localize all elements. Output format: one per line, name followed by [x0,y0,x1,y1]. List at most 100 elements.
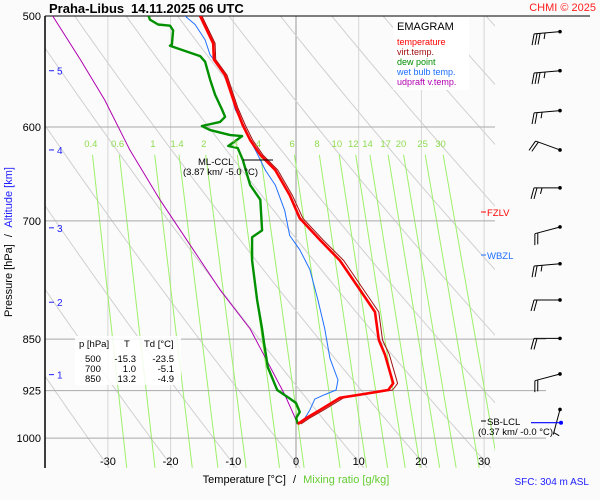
y-tick-label: 850 [23,334,41,346]
dry-adiabat-line [176,16,495,404]
mixing-ratio-line [403,154,457,468]
wind-barb [534,225,562,246]
wind-barb-half-flag [540,187,543,194]
y-tick-label: 600 [23,122,41,134]
mixing-ratio-label: 12 [348,139,359,150]
dry-adiabat-line [515,0,600,468]
mixing-ratio-label: 0.4 [84,139,97,150]
x-tick-label: -20 [163,456,179,468]
wind-barb-shaft [535,140,561,151]
series-temperature-line [198,16,395,426]
wind-barb [531,261,562,278]
table-cell: -15.3 [114,354,136,365]
wind-barb-half-flag [543,32,546,40]
table-cell: -5.1 [158,364,174,375]
dry-adiabat-line [279,16,495,271]
mixing-ratio-label: 6 [290,139,295,150]
mixing-ratio-line [369,154,421,468]
wind-barb-shaft [534,226,561,235]
table-cell: 1.0 [123,364,136,375]
altitude-tick-label: 5 [57,67,63,78]
mixing-ratio-line [338,154,389,468]
datetime-title: 14.11.2025 06 UTC [131,1,244,16]
wind-barb-flag [530,338,535,350]
sb-lcl-annotation: SB-LCL (0.37 km/ -0.0 °C) [478,417,553,438]
legend-item-wet-bulb: wet bulb temp. [396,67,456,77]
wind-barb-station-dot [558,186,562,190]
mixing-ratio-label: 14 [362,139,373,150]
wind-barb-flag [531,72,535,85]
y-axis-label: Pressure [hPa] / Altitude [km] [3,167,15,317]
table-header-t: T [124,339,130,350]
wind-barb-flag [534,72,538,85]
y-label-pressure: Pressure [hPa] [3,244,15,317]
mixing-ratio-line [118,154,156,468]
dry-adiabat-line [45,375,110,468]
mixing-ratio-line [387,154,441,468]
table-cell: 850 [85,374,101,385]
legend-item-temperature: temperature [397,37,446,47]
wind-barb-flag [528,140,536,151]
axes: -30 -20 -10 0 10 20 300.4 0.6 1 1.4 2 3 4 6 8 10 12 14 17 2… [17,11,490,468]
wind-barb [531,29,562,46]
wind-barb-half-flag [540,265,543,272]
wind-barb-flag [530,187,535,199]
mixing-ratio-line [293,154,341,468]
wind-barb [531,68,562,85]
mixing-ratio-label: 20 [396,139,407,150]
mixing-ratio-label: 2 [201,139,206,150]
wind-barb-half-flag [543,71,546,79]
mixing-ratio-label: 25 [417,139,428,150]
mixing-ratio-line [355,154,406,468]
table-cell: -4.9 [158,374,174,385]
x-tick-label: 10 [353,456,365,468]
wind-barb-half-flag [553,432,560,437]
wind-barb-flag [537,33,541,45]
wind-barb-shaft [552,409,561,435]
mixing-ratio-line [318,154,368,468]
wind-barb [528,140,562,152]
y-tick-label: 1000 [17,433,41,445]
mixing-ratio-label: 17 [380,139,391,150]
y-label-sep: / [3,233,15,237]
x-label-sep: / [293,474,297,486]
wind-barb-flag [534,112,538,124]
table-header-p: p [hPa] [79,339,109,350]
legend: EMAGRAM temperature virt.temp. dew point… [393,17,469,90]
table-cell: -23.5 [152,354,174,365]
wind-barb [530,186,562,199]
altitude-tick-label: 1 [57,371,63,382]
ml-ccl-annotation: ML-CCL (3.87 km/ -5.0 °C) [183,157,273,178]
level-table: p [hPa] T Td [°C] 500 -15.3 -23.5 700 1.… [75,336,181,385]
wind-barb-station-dot [558,148,562,152]
dry-adiabat-line [382,16,495,146]
wind-barb-flag [533,338,538,350]
wind-barb-shaft [534,31,561,35]
sb-lcl-label: SB-LCL [487,417,520,428]
x-label-temp: Temperature [°C] [203,474,286,486]
wind-barb-station-dot [558,108,562,113]
wind-barb-station-dot [558,261,562,266]
x-tick-label: 30 [478,456,490,468]
dry-adiabat-line [45,47,364,468]
station-title: Praha-Libus [49,1,124,16]
table-cell: 700 [85,364,101,375]
wind-barb-station-dot [558,29,562,34]
series-layer [52,16,399,426]
y-tick-label: 925 [23,386,41,398]
wind-barb-flag [531,141,539,152]
wind-barb-flag [530,299,535,312]
dry-adiabat-line [228,16,495,336]
sb-lcl-detail: (0.37 km/ -0.0 °C) [478,427,553,438]
wind-barb [534,372,562,393]
mixing-ratio-label: 1.4 [170,139,183,150]
wind-barbs [528,29,563,437]
wind-barb-station-dot [558,372,562,376]
dry-adiabat-line [125,16,492,468]
fzlv-marker: FZLV [481,208,510,219]
wind-barb-station-dot [558,336,562,341]
wbzl-label: WBZL [487,251,513,262]
mixing-ratio-label: 4 [256,139,261,150]
altitude-tick-label: 4 [57,146,63,157]
